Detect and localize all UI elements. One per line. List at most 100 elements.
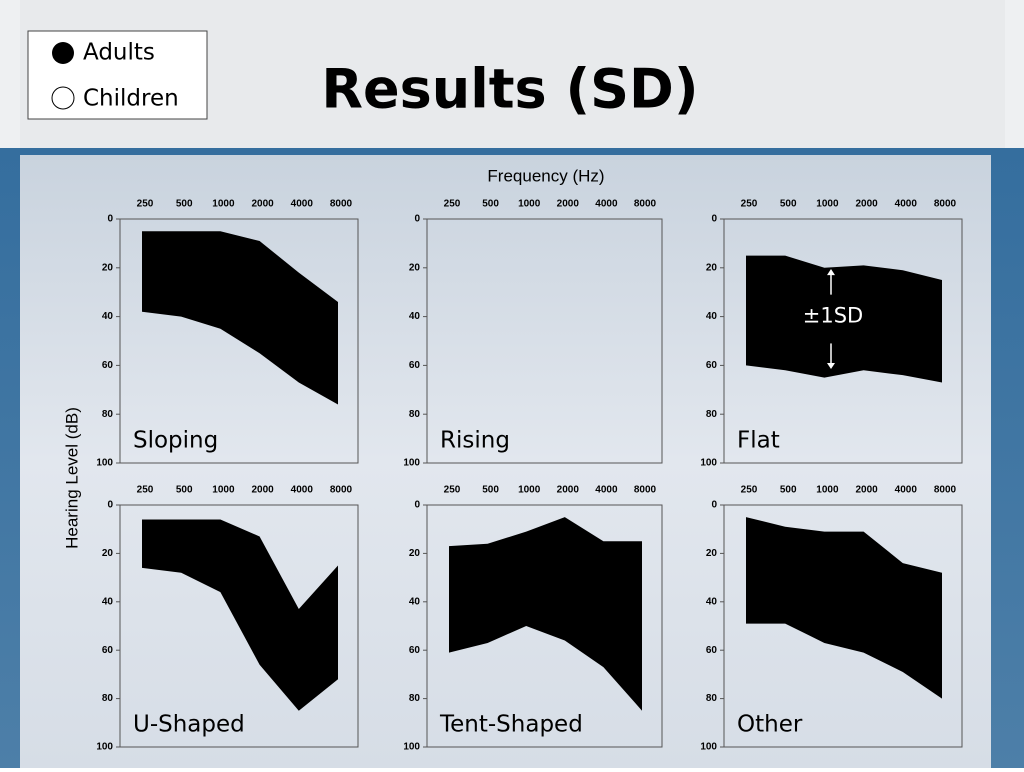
y-tick-label: 100: [96, 458, 113, 469]
x-axis-label: Frequency (Hz): [487, 166, 604, 185]
x-tick-label: 250: [444, 485, 461, 496]
annotation: ±1SD: [803, 304, 863, 328]
y-tick-label: 40: [706, 596, 718, 607]
plot-frame: [426, 218, 663, 464]
panel-label: Tent-Shaped: [439, 712, 583, 738]
y-tick-label: 60: [706, 645, 718, 656]
y-tick-label: 20: [706, 548, 718, 559]
legend-marker: [51, 86, 75, 110]
x-tick-label: 8000: [634, 199, 657, 210]
y-tick-label: 40: [102, 596, 114, 607]
x-tick-label: 1000: [816, 485, 839, 496]
plot-frame: [119, 218, 359, 464]
y-tick-label: 80: [102, 409, 114, 420]
panel-label: Other: [737, 712, 803, 738]
x-tick-label: 250: [137, 485, 154, 496]
y-tick-label: 80: [409, 693, 421, 704]
y-tick-label: 0: [711, 500, 717, 511]
y-tick-label: 80: [102, 693, 114, 704]
y-tick-label: 40: [409, 311, 421, 322]
y-tick-label: 20: [102, 262, 114, 273]
x-tick-label: 8000: [934, 199, 957, 210]
y-tick-label: 20: [409, 548, 421, 559]
x-tick-label: 8000: [634, 485, 657, 496]
x-tick-label: 250: [444, 199, 461, 210]
y-tick-label: 60: [409, 360, 421, 371]
y-tick-label: 40: [706, 311, 718, 322]
y-tick-label: 40: [102, 311, 114, 322]
plot-frame: [426, 504, 663, 748]
x-tick-label: 250: [741, 199, 758, 210]
x-tick-label: 2000: [557, 199, 580, 210]
arrow-head: [827, 269, 835, 276]
x-tick-label: 500: [482, 199, 499, 210]
x-tick-label: 1000: [816, 199, 839, 210]
x-tick-label: 500: [780, 199, 797, 210]
legend-marker: [52, 42, 74, 64]
y-tick-label: 0: [414, 500, 420, 511]
slide-title: Results (SD): [321, 58, 698, 121]
y-tick-label: 40: [409, 596, 421, 607]
y-axis-label: Hearing Level (dB): [62, 407, 81, 549]
panel-label: Sloping: [133, 428, 218, 454]
y-tick-label: 60: [102, 645, 114, 656]
y-tick-label: 100: [700, 742, 717, 753]
x-tick-label: 1000: [518, 485, 541, 496]
x-tick-label: 2000: [855, 199, 878, 210]
y-tick-label: 0: [107, 500, 113, 511]
y-tick-label: 100: [403, 458, 420, 469]
y-tick-label: 60: [102, 360, 114, 371]
x-tick-label: 500: [780, 485, 797, 496]
y-tick-label: 60: [409, 645, 421, 656]
legend-label: Children: [83, 86, 179, 112]
x-tick-label: 250: [137, 199, 154, 210]
x-tick-label: 8000: [934, 485, 957, 496]
x-tick-label: 1000: [212, 485, 235, 496]
y-tick-label: 100: [96, 742, 113, 753]
x-tick-label: 500: [176, 199, 193, 210]
panel-label: Rising: [440, 428, 510, 454]
x-tick-label: 2000: [557, 485, 580, 496]
x-tick-label: 4000: [291, 485, 314, 496]
y-tick-label: 0: [107, 214, 113, 225]
y-tick-label: 0: [414, 214, 420, 225]
arrow-head: [827, 362, 835, 370]
sd-band: [449, 517, 642, 711]
sd-band: [746, 517, 942, 699]
y-tick-label: 80: [706, 693, 718, 704]
y-tick-label: 80: [409, 409, 421, 420]
x-tick-label: 1000: [212, 199, 235, 210]
legend-label: Adults: [83, 40, 155, 66]
sd-band: [142, 231, 338, 405]
x-tick-label: 2000: [251, 485, 274, 496]
plot-frame: [119, 504, 359, 748]
y-tick-label: 20: [102, 548, 114, 559]
x-tick-label: 2000: [251, 199, 274, 210]
panel-label: Flat: [737, 428, 780, 454]
y-tick-label: 80: [706, 409, 718, 420]
x-tick-label: 500: [176, 485, 193, 496]
y-tick-label: 20: [706, 262, 718, 273]
y-tick-label: 100: [700, 458, 717, 469]
plot-frame: [723, 218, 963, 464]
x-tick-label: 4000: [595, 485, 618, 496]
x-tick-label: 4000: [895, 199, 918, 210]
x-tick-label: 8000: [330, 199, 353, 210]
sd-band: [746, 255, 942, 383]
x-tick-label: 4000: [595, 199, 618, 210]
sd-band: [142, 519, 338, 711]
x-tick-label: 4000: [291, 199, 314, 210]
x-tick-label: 1000: [518, 199, 541, 210]
y-tick-label: 60: [706, 360, 718, 371]
y-tick-label: 100: [403, 742, 420, 753]
y-tick-label: 0: [711, 214, 717, 225]
plot-frame: [723, 504, 963, 748]
x-tick-label: 250: [741, 485, 758, 496]
x-tick-label: 4000: [895, 485, 918, 496]
panel-label: U-Shaped: [133, 712, 245, 738]
x-tick-label: 500: [482, 485, 499, 496]
x-tick-label: 2000: [855, 485, 878, 496]
y-tick-label: 20: [409, 262, 421, 273]
x-tick-label: 8000: [330, 485, 353, 496]
